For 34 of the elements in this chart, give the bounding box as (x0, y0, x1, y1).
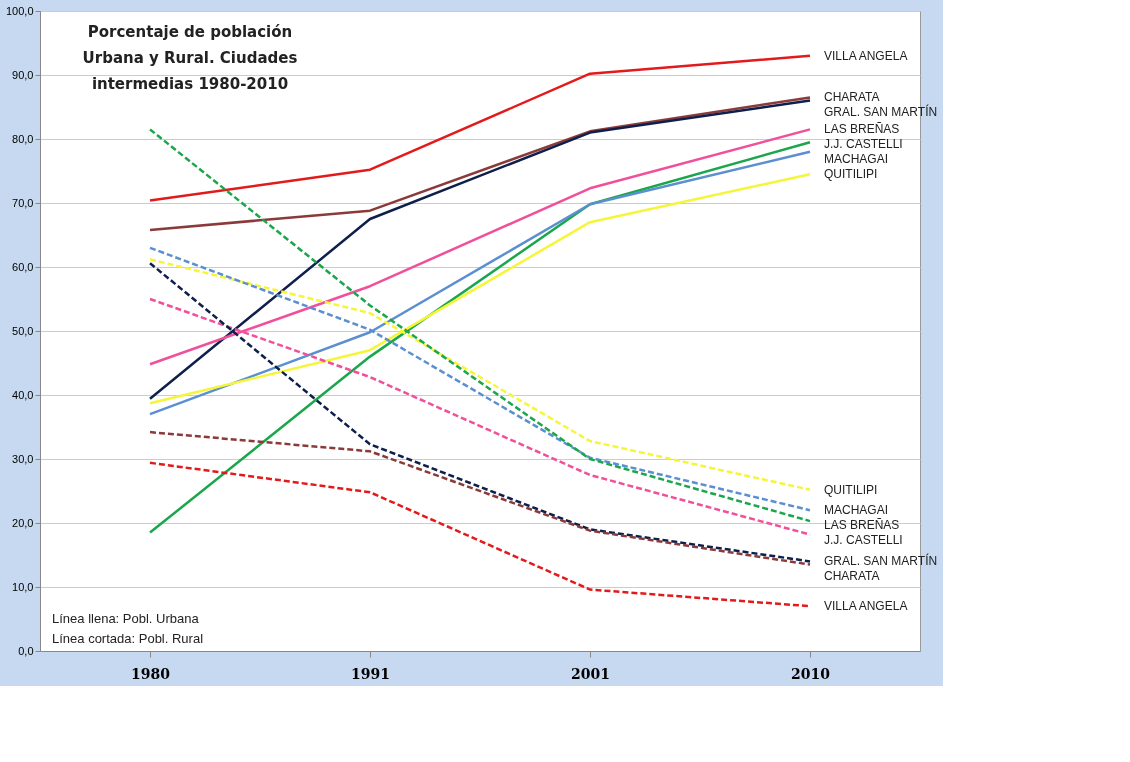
y-tick-label: 80,0 (12, 132, 34, 145)
y-tick-label: 90,0 (12, 68, 34, 81)
series-label: MACHAGAI (824, 152, 889, 167)
x-tick-label: 1991 (351, 665, 390, 682)
series-label: GRAL. SAN MARTÍN (824, 104, 938, 120)
y-tick-label: 0,0 (18, 644, 34, 657)
series-label: QUITILIPI (824, 167, 878, 182)
series-label: CHARATA (824, 90, 880, 105)
series-label: GRAL. SAN MARTÍN (824, 553, 938, 569)
y-tick-label: 30,0 (12, 452, 34, 465)
series-label: VILLA ANGELA (824, 599, 908, 614)
series-label: LAS BREÑAS (824, 122, 900, 137)
line-series (148, 96, 812, 232)
y-tick-label: 60,0 (12, 260, 34, 273)
series-label: LAS BREÑAS (824, 518, 900, 533)
text: Porcentaje de población Urbana y Rural. Ciudades intermedias 1980-2010 (82, 23, 298, 93)
y-tick-label: 10,0 (12, 580, 34, 593)
x-tick-label: 2001 (571, 665, 610, 682)
annotation: Línea llena: Pobl. Urbana (52, 611, 200, 626)
x-tick-label: 1980 (131, 665, 171, 682)
line-series (148, 430, 812, 566)
series-label: J.J. CASTELLI (824, 533, 903, 548)
y-tick-label: 20,0 (12, 516, 34, 529)
series-label: VILLA ANGELA (824, 48, 908, 63)
series-label: CHARATA (824, 569, 880, 584)
x-tick-label: 2010 (791, 665, 831, 682)
series-label: QUITILIPI (824, 482, 878, 497)
y-tick-label: 100,0 (5, 4, 34, 17)
series-label: J.J. CASTELLI (824, 137, 903, 152)
annotation: Línea cortada: Pobl. Rural (52, 631, 204, 646)
y-tick-label: 70,0 (12, 196, 34, 209)
y-tick-label: 50,0 (12, 324, 34, 337)
y-tick-label: 40,0 (12, 388, 34, 401)
series-label: MACHAGAI (824, 503, 889, 518)
